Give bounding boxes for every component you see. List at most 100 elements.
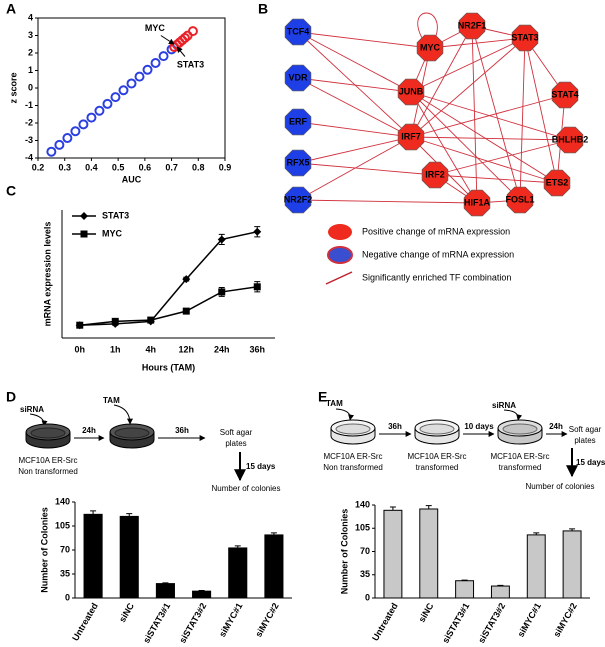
y-tick-label: 0 [28, 82, 33, 92]
error-bar [162, 582, 169, 584]
bar [490, 585, 510, 599]
cell-label: MCF10A ER-Src [18, 456, 77, 465]
x-tick-label: 0.3 [58, 162, 71, 172]
node-label: TCF4 [287, 26, 310, 36]
x-tick-label: siSTAT3#2 [177, 601, 208, 645]
point [78, 119, 89, 130]
node-label: BHLHB2 [552, 134, 589, 144]
y-axis-label: mRNA expression levels [42, 222, 52, 327]
time: 36h [175, 426, 189, 435]
node [543, 169, 571, 197]
point [187, 26, 198, 37]
node [284, 186, 312, 214]
error-bar [497, 584, 504, 587]
node-label: STAT3 [511, 32, 538, 42]
point [110, 92, 121, 103]
time: 24h [82, 426, 96, 435]
x-axis-label: Hours (TAM) [142, 362, 195, 372]
node [421, 161, 449, 189]
x-tick-label: 0.8 [192, 162, 205, 172]
error-bar [425, 505, 432, 509]
marker [80, 212, 88, 220]
reagent: TAM [326, 399, 343, 408]
y-tick-label: 35 [60, 568, 70, 578]
node-label: IRF7 [401, 131, 421, 141]
panel-label: E [318, 389, 327, 405]
y-tick-label: 2 [28, 47, 33, 57]
node [506, 186, 534, 214]
x-tick-label: siNC [417, 601, 436, 624]
x-tick-label: 4h [145, 344, 156, 354]
node [397, 123, 425, 151]
point [86, 112, 97, 123]
cell-label: MCF10A ER-Src [323, 452, 382, 461]
node [556, 126, 584, 154]
node [458, 12, 486, 40]
edge [434, 174, 558, 184]
y-tick-label: 70 [360, 546, 370, 556]
cell-label: Non transformed [18, 467, 78, 476]
x-tick-label: 0.6 [139, 162, 152, 172]
y-tick-label: 4 [28, 12, 33, 22]
node [463, 189, 491, 217]
time: 10 days [464, 422, 494, 431]
plates-label: Soft agar [220, 428, 253, 437]
point [94, 105, 105, 116]
edge [297, 77, 412, 138]
point [62, 133, 73, 144]
bar [264, 534, 284, 599]
point [46, 146, 57, 157]
point [70, 126, 81, 137]
x-tick-label: siSTAT3#2 [476, 601, 507, 645]
legend-icon [328, 224, 352, 240]
error-bar [389, 506, 396, 511]
y-tick-label: -4 [25, 152, 33, 162]
x-axis-label: AUC [122, 174, 142, 184]
bar [192, 590, 212, 599]
y-tick-label: 140 [55, 496, 70, 506]
x-tick-label: 0.4 [85, 162, 98, 172]
x-tick-label: 12h [178, 344, 194, 354]
error-bar [270, 532, 277, 535]
marker [182, 275, 191, 284]
edge [297, 136, 412, 201]
cell-label: MCF10A ER-Src [490, 452, 549, 461]
y-tick-label: 70 [60, 544, 70, 554]
legend-icon [325, 271, 353, 285]
plates-label: plates [574, 436, 595, 445]
node-label: IRF2 [425, 169, 445, 179]
error-bar [569, 528, 576, 531]
dish [497, 419, 543, 445]
node-label: STAT4 [551, 89, 578, 99]
marker [217, 235, 226, 244]
node-label: ETS2 [546, 177, 569, 187]
edge [297, 199, 478, 204]
node-label: NR2F2 [284, 194, 313, 204]
node [284, 149, 312, 177]
x-tick-label: 0.9 [219, 162, 232, 172]
y-tick-label: -1 [25, 100, 33, 110]
marker [147, 316, 155, 324]
reagent: siRNA [20, 405, 44, 414]
edge [297, 121, 412, 138]
error-bar [234, 545, 241, 548]
point [158, 51, 169, 62]
error-bar [461, 579, 468, 581]
node [416, 34, 444, 62]
dish [414, 419, 460, 445]
x-tick-label: siMYC#2 [253, 601, 280, 639]
readout: Number of colonies [526, 482, 595, 491]
reagent: TAM [103, 396, 120, 405]
marker [182, 307, 190, 315]
cell-label: MCF10A ER-Src [407, 452, 466, 461]
panel-label: C [6, 183, 16, 199]
y-tick-label: 3 [28, 30, 33, 40]
cell-label: Non transformed [323, 463, 383, 472]
bar [455, 580, 475, 599]
x-tick-label: Untreated [70, 601, 100, 642]
cell-label: transformed [416, 463, 459, 472]
edge [410, 136, 558, 184]
node [284, 108, 312, 136]
y-tick-label: -3 [25, 135, 33, 145]
